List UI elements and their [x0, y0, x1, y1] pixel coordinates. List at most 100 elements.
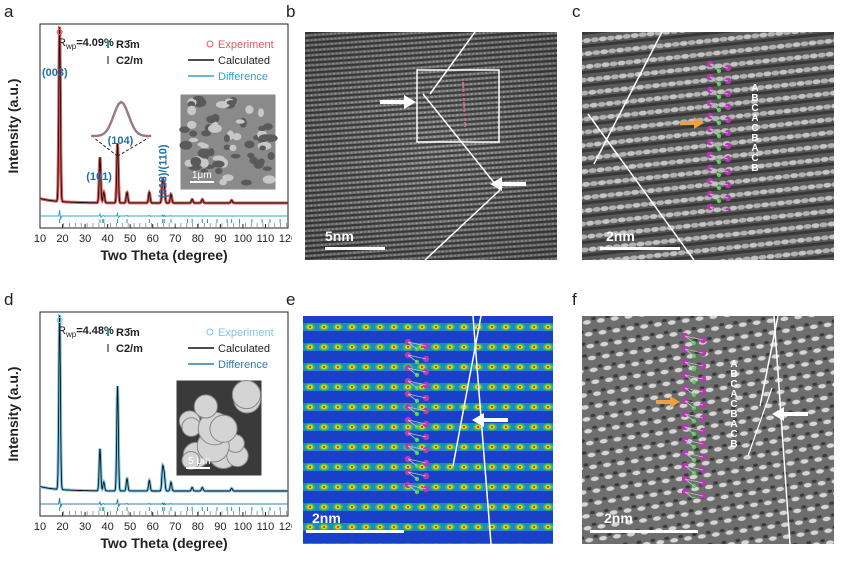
bond: [709, 102, 729, 108]
x-tick-label: 30: [79, 521, 91, 533]
sem-grain: [208, 148, 215, 157]
bond: [709, 193, 720, 202]
scale-bar-label: 5nm: [325, 228, 354, 244]
x-tick-label: 70: [169, 233, 181, 245]
sem-grain: [262, 175, 276, 184]
legend-calculated: Calculated: [218, 55, 270, 67]
legend-marker-experiment: [206, 40, 214, 48]
bond: [684, 426, 704, 432]
bond: [709, 154, 720, 163]
sem-grain: [262, 166, 272, 171]
bond: [684, 387, 695, 396]
sem-grain: [235, 119, 245, 124]
zoom-calculated: [91, 101, 152, 137]
bond: [684, 335, 704, 341]
sem-grain: [187, 120, 197, 129]
inset-scale-label: 5 μm: [188, 456, 210, 467]
tm-atom: [699, 492, 707, 498]
x-tick-label: 110: [257, 233, 275, 245]
bond: [684, 361, 704, 367]
legend-marker-experiment: [206, 328, 214, 336]
sem-grain: [259, 145, 267, 151]
sem-grain: [244, 140, 255, 149]
phase-label-c2m: C2/m: [116, 55, 143, 67]
x-tick-label: 80: [192, 521, 204, 533]
x-axis-label: Two Theta (degree): [100, 535, 227, 551]
inset-scale-label: 1μm: [192, 170, 212, 181]
x-tick-label: 120: [279, 233, 292, 245]
bond: [709, 206, 715, 210]
x-tick-label: 30: [79, 233, 91, 245]
bond: [684, 361, 695, 370]
arrow-icon: [380, 95, 416, 109]
sem-grain: [226, 100, 237, 106]
bond: [709, 115, 720, 124]
scale-bar: [306, 530, 404, 533]
tm-atom: [724, 155, 732, 163]
legend-difference: Difference: [218, 359, 268, 371]
bond: [709, 206, 726, 210]
stacking-letter: C: [730, 399, 738, 410]
difference-series: [40, 209, 288, 220]
bond: [407, 484, 427, 490]
bond: [684, 413, 704, 419]
panel-label-d: d: [4, 290, 14, 309]
bond: [709, 167, 720, 176]
x-tick-label: 20: [56, 233, 68, 245]
sem-grain: [190, 156, 202, 167]
rwp-value: =4.09%: [76, 37, 114, 49]
xrd-chart-d: 10 20 30 40 50 60 70 80 90 100 110 120 Two Theta (de…: [5, 311, 292, 551]
peak-label: (018)/(110): [157, 144, 169, 198]
sem-inset: [175, 379, 263, 477]
sem-inset: [179, 93, 278, 191]
zoom-experiment: [91, 100, 152, 138]
arrow-icon: [772, 407, 808, 421]
legend-calculated: Calculated: [218, 343, 270, 355]
rwp-sub: wp: [65, 330, 77, 339]
atomic-model-overlay: [706, 60, 732, 210]
sem-grain: [197, 148, 211, 159]
sem-grain: [206, 115, 217, 124]
sem-grain: [179, 126, 190, 133]
sem-grain: [215, 168, 223, 175]
plot-frame: [39, 23, 289, 229]
atomic-model-overlay: [404, 338, 430, 495]
bond: [407, 432, 427, 438]
scale-bar-label: 2nm: [604, 510, 633, 526]
peak-label: (104): [108, 135, 134, 147]
plot-frame: [39, 311, 289, 517]
scale-bar-label: 2nm: [606, 228, 635, 244]
stacking-letter: A: [730, 359, 738, 370]
sem-grain: [179, 140, 193, 150]
hrtem-image-f: [582, 316, 834, 544]
rwp-main: R: [58, 37, 66, 49]
experiment-marker: [56, 29, 63, 35]
hrtem-image-b: [305, 32, 557, 260]
stacking-letter: B: [751, 133, 759, 144]
bond: [709, 154, 729, 160]
stacking-letter: A: [751, 113, 759, 124]
scale-bar: [590, 530, 698, 533]
rwp-main: R: [58, 325, 66, 337]
sem-grain: [197, 142, 206, 147]
sem-grain: [258, 134, 272, 141]
bond: [407, 484, 418, 493]
stacking-letter: B: [730, 439, 738, 450]
x-tick-label: 90: [214, 521, 226, 533]
bond: [709, 89, 720, 98]
stacking-letter: A: [751, 83, 759, 94]
scale-bar-label: 2nm: [312, 510, 341, 526]
xrd-chart-a: 10 20 30 40 50 60 70 80 90 100 110 120 Two Theta (de…: [5, 23, 292, 263]
stacking-letter: B: [730, 369, 738, 380]
sem-grain: [257, 108, 264, 118]
rwp-sub: wp: [65, 42, 77, 51]
bond: [684, 387, 704, 393]
atomic-model-overlay: [681, 332, 707, 498]
bond: [407, 432, 418, 441]
legend-difference: Difference: [218, 71, 268, 83]
bond: [684, 413, 695, 422]
sem-grain: [229, 144, 237, 152]
bond: [407, 367, 418, 376]
x-tick-label: 50: [124, 521, 136, 533]
arrow-icon: [656, 396, 680, 408]
